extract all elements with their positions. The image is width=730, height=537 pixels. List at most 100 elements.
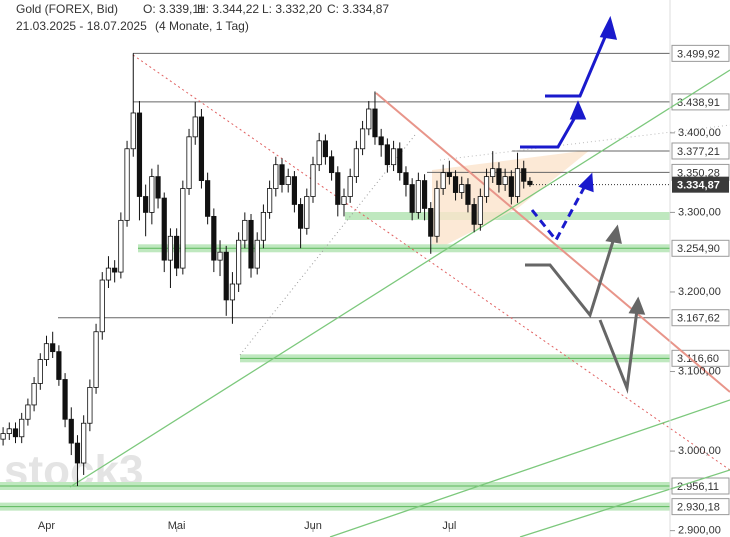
candle-body <box>242 219 248 241</box>
candle-body <box>285 176 291 185</box>
drawings <box>69 54 730 537</box>
level-label: 3.254,90 <box>677 243 720 255</box>
candle-body <box>353 148 359 178</box>
last-price-label: 3.334,87 <box>677 180 720 192</box>
level-label: 3.167,62 <box>677 313 720 325</box>
candle-body <box>347 176 353 197</box>
candle-body <box>6 428 12 434</box>
candle-body <box>452 176 459 193</box>
candle-body <box>74 442 81 464</box>
candle-body <box>99 279 105 333</box>
candle-body <box>118 219 124 273</box>
y-tick-label: 3.100,00 <box>678 365 721 377</box>
arrow <box>520 111 580 149</box>
candle-body <box>273 164 279 189</box>
support-zone <box>345 212 670 220</box>
candle-body <box>0 433 6 440</box>
candle-body <box>496 168 502 185</box>
candle-body <box>428 208 434 237</box>
header: Gold (FOREX, Bid) O: 3.339,11 H: 3.344,2… <box>16 2 389 33</box>
candle-body <box>366 108 372 130</box>
arrow <box>530 183 588 243</box>
candle-body <box>198 116 205 181</box>
ohlc: C: 3.334,87 <box>327 2 389 16</box>
level-box <box>671 44 730 62</box>
arrow-head <box>628 296 646 315</box>
candle-body <box>514 168 521 197</box>
candle-body <box>217 251 223 261</box>
candle-body <box>31 383 37 406</box>
candle-body <box>298 204 304 229</box>
arrow-head <box>599 15 618 40</box>
candle-body <box>62 379 68 420</box>
candle-body <box>384 144 390 166</box>
candle-body <box>12 428 19 438</box>
candle-body <box>521 168 527 182</box>
y-tick-label: 3.400,00 <box>678 127 721 139</box>
candle-body <box>149 176 155 213</box>
trend-line <box>375 92 730 393</box>
level-box <box>671 142 730 160</box>
level-label: 3.499,92 <box>677 48 720 60</box>
candle-body <box>322 140 328 158</box>
candles <box>0 53 533 487</box>
axis: 3.400,00 3.300,00 3.200,00 3.100,00 3.000,00… <box>38 0 721 537</box>
candle-body <box>56 351 62 380</box>
candle-body <box>87 387 93 424</box>
candle-body <box>465 184 471 205</box>
candle-body <box>229 283 236 301</box>
ohlc: L: 3.332,20 <box>262 2 322 16</box>
x-tick-label: Mai <box>168 520 186 532</box>
candle-body <box>267 188 273 213</box>
arrow-head <box>569 100 587 120</box>
candle-body <box>291 176 298 205</box>
arrow <box>545 29 610 98</box>
candle-body <box>397 148 403 174</box>
candle-body <box>527 180 533 186</box>
candle-body <box>19 418 25 438</box>
level-label: 3.350,28 <box>677 167 720 179</box>
y-tick-label: 3.300,00 <box>678 206 721 218</box>
candle-body <box>502 176 508 185</box>
candle-body <box>93 331 99 388</box>
candle-body <box>459 184 465 193</box>
candle-body <box>180 188 186 269</box>
x-tick-label: Jun <box>304 520 322 532</box>
y-tick-label: 3.000,00 <box>678 445 721 457</box>
y-tick-label: 2.900,00 <box>678 525 721 537</box>
arrow <box>525 237 616 319</box>
candle-body <box>50 343 56 353</box>
level-box <box>671 498 730 516</box>
candle-body <box>415 180 421 213</box>
level-box <box>671 477 730 495</box>
period: (4 Monate, 1 Tag) <box>155 19 249 33</box>
candle-body <box>186 136 192 189</box>
candle-body <box>279 164 285 185</box>
candle-body <box>310 164 316 197</box>
candle-body <box>409 184 415 213</box>
ohlc: H: 3.344,22 <box>197 2 259 16</box>
level-box <box>671 309 730 327</box>
candle-body <box>192 116 198 138</box>
trend-line <box>132 54 730 471</box>
candle-body <box>477 196 483 225</box>
levels: 3.499,92 3.438,91 3.377,21 3.350,28 3.254,90… <box>0 44 730 516</box>
candle-body <box>211 215 217 261</box>
ohlc: O: 3.339,11 <box>143 2 205 16</box>
trend-line <box>519 469 730 537</box>
level-label: 3.438,91 <box>677 97 720 109</box>
candle-body <box>124 148 130 221</box>
level-label: 3.116,60 <box>677 353 719 365</box>
candle-body <box>446 172 452 178</box>
candle-body <box>143 196 149 213</box>
candle-body <box>440 172 446 189</box>
candle-body <box>155 176 161 199</box>
candle-body <box>471 204 477 225</box>
candle-body <box>328 156 335 174</box>
candle-body <box>403 172 409 185</box>
candle-body <box>130 112 136 150</box>
level-label: 2.930,18 <box>677 502 720 514</box>
candle-body <box>25 404 31 420</box>
candle-body <box>359 128 366 150</box>
